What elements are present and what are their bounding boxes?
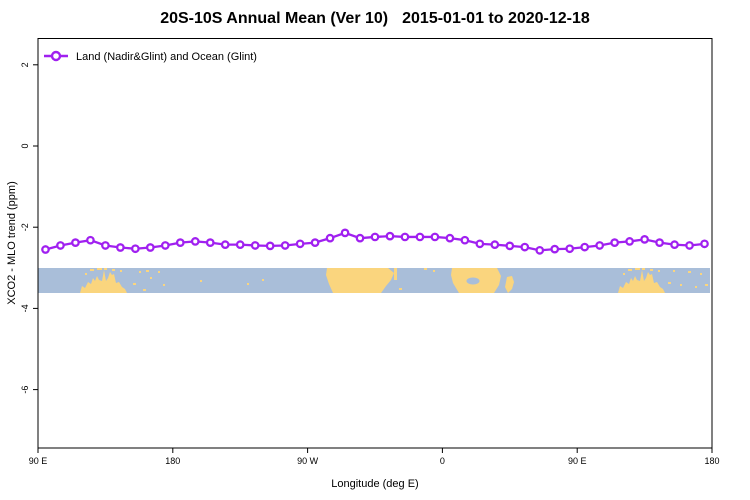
landmass-south-america	[326, 268, 435, 293]
data-point-marker	[131, 244, 140, 254]
data-point-marker	[310, 238, 320, 247]
data-point-marker	[355, 233, 365, 243]
data-point-marker	[505, 241, 515, 251]
data-point-marker	[475, 239, 485, 249]
data-point-marker	[265, 241, 275, 251]
x-tick-label: 0	[440, 456, 445, 466]
data-point-marker	[415, 232, 425, 242]
island-speckles-east	[668, 270, 708, 288]
x-tick-label: 90 W	[297, 456, 319, 466]
data-point-marker	[385, 231, 395, 241]
title-region-label: 20S-10S Annual Mean (Ver 10)	[160, 10, 388, 27]
data-point-marker	[445, 233, 455, 243]
data-point-marker	[520, 242, 530, 252]
data-point-marker	[580, 242, 590, 252]
data-point-marker	[670, 240, 679, 250]
data-point-marker	[205, 238, 215, 247]
data-point-marker	[220, 240, 230, 250]
data-point-marker	[160, 241, 170, 250]
y-axis-ticks: 2 0 -2 -4 -6	[20, 62, 38, 394]
legend: Land (Nadir&Glint) and Ocean (Glint)	[44, 50, 257, 63]
land-ocean-strip	[38, 268, 710, 293]
data-point-marker	[325, 233, 335, 243]
data-point-marker	[101, 241, 110, 250]
data-point-marker	[370, 232, 380, 242]
y-tick-label: -2	[20, 223, 30, 231]
lake-hole	[466, 277, 480, 285]
data-point-marker	[175, 238, 185, 247]
landmass-australia	[80, 268, 127, 293]
data-point-marker	[295, 239, 305, 249]
page-title: 20S-10S Annual Mean (Ver 10) 2015-01-01 t…	[160, 10, 590, 27]
data-point-marker	[116, 243, 125, 252]
x-tick-label: 180	[704, 456, 719, 466]
data-point-marker	[640, 235, 649, 244]
plot-area-border	[37, 38, 713, 449]
y-tick-label: -4	[20, 304, 30, 312]
y-tick-label: -6	[20, 386, 30, 394]
data-point-marker	[71, 238, 80, 247]
data-point-marker	[250, 241, 260, 250]
data-point-marker	[550, 244, 560, 254]
data-point-marker	[700, 239, 709, 249]
data-point-marker	[625, 237, 634, 246]
island-speckles-west-pacific	[133, 270, 264, 291]
data-point-marker	[610, 238, 619, 247]
data-point-marker	[430, 232, 440, 242]
data-point-marker	[535, 245, 545, 255]
x-tick-label: 90 E	[29, 456, 48, 466]
data-point-marker	[190, 237, 200, 246]
y-axis-title: XCO2 - MLO trend (ppm)	[6, 181, 18, 304]
data-point-marker	[56, 241, 65, 250]
data-series-layer	[41, 228, 709, 255]
x-axis-ticks: 90 E 180 90 W 0 90 E 180	[29, 448, 720, 466]
data-point-marker	[145, 243, 155, 252]
data-point-marker	[595, 241, 605, 250]
data-point-marker	[340, 228, 350, 238]
data-point-marker	[400, 232, 410, 242]
x-axis-title: Longitude (deg E)	[331, 478, 418, 490]
x-tick-label: 180	[165, 456, 180, 466]
data-point-marker	[685, 241, 694, 250]
data-point-marker	[565, 244, 575, 254]
landmass-africa	[451, 268, 501, 293]
data-point-marker	[41, 245, 50, 254]
data-point-marker	[86, 235, 95, 245]
landmass-madagascar	[505, 276, 514, 293]
data-point-marker	[460, 235, 470, 245]
data-point-marker	[235, 240, 245, 250]
x-tick-label: 90 E	[568, 456, 587, 466]
title-date-range: 2015-01-01 to 2020-12-18	[402, 10, 590, 27]
data-point-marker	[655, 238, 664, 247]
y-tick-label: 2	[20, 62, 30, 67]
legend-marker-icon	[50, 50, 62, 62]
data-point-marker	[280, 241, 290, 250]
data-point-marker	[490, 240, 500, 250]
legend-label: Land (Nadir&Glint) and Ocean (Glint)	[76, 51, 257, 63]
y-tick-label: 0	[20, 143, 30, 148]
